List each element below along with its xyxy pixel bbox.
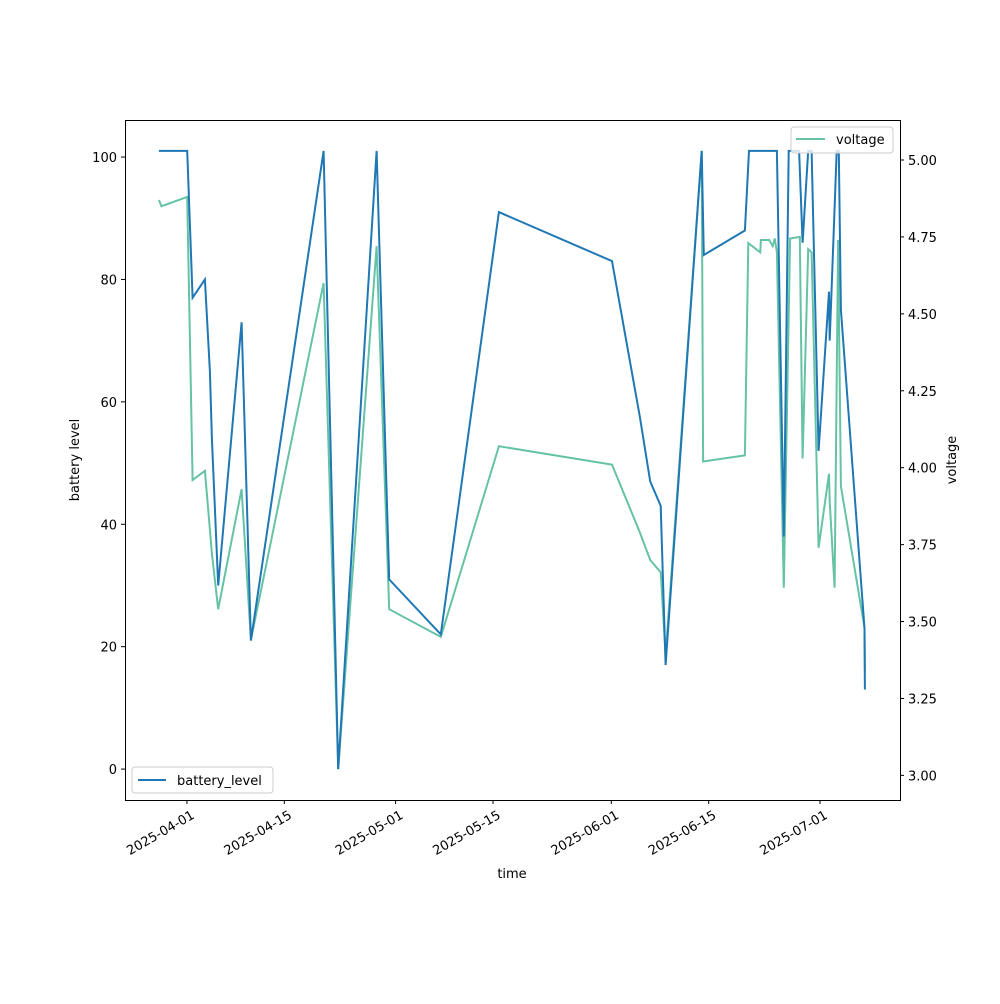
y2-tick-label: 4.75	[908, 231, 937, 246]
y-tick-label: 80	[100, 273, 117, 288]
x-tick-label: 2025-05-01	[333, 808, 406, 859]
y-tick-label: 60	[100, 396, 117, 411]
y-tick-label: 0	[109, 763, 117, 778]
x-tick-label: 2025-04-01	[124, 808, 197, 859]
x-tick-label: 2025-05-15	[430, 808, 503, 859]
legend-label-battery: battery_level	[177, 774, 262, 789]
y2-tick-label: 4.00	[908, 462, 937, 477]
series-line-battery-level	[158, 149, 866, 770]
x-tick-label: 2025-07-01	[757, 808, 830, 859]
y2-tick-label: 3.00	[908, 769, 937, 784]
y-tick-label: 20	[100, 641, 117, 656]
x-tick-label: 2025-06-01	[549, 808, 622, 859]
legend-label-voltage: voltage	[836, 133, 885, 148]
y2-tick-label: 5.00	[908, 154, 937, 169]
x-axis-label: time	[497, 867, 526, 882]
y-axis-right: 3.00 3.25 3.50 3.75 4.00 4.25 4.50 4.75 5.00	[900, 154, 937, 784]
y-tick-label: 100	[92, 151, 117, 166]
y2-tick-label: 4.50	[908, 308, 937, 323]
x-axis: 2025-04-01 2025-04-15 2025-05-01 2025-05-15…	[124, 800, 830, 859]
plot-frame	[125, 120, 901, 801]
y-tick-label: 40	[100, 518, 117, 533]
legend-battery-level: battery_level	[131, 766, 274, 794]
y-axis-label: battery level	[68, 419, 83, 502]
y2-tick-label: 3.50	[908, 616, 937, 631]
x-tick-label: 2025-06-15	[646, 808, 719, 859]
y2-tick-label: 4.25	[908, 385, 937, 400]
x-tick-label: 2025-04-15	[222, 808, 295, 859]
legend-voltage: voltage	[790, 126, 894, 154]
y2-tick-label: 3.25	[908, 692, 937, 707]
series-layer	[157, 149, 866, 770]
series-line-voltage	[157, 150, 866, 770]
y2-tick-label: 3.75	[908, 539, 937, 554]
y2-axis-label: voltage	[945, 436, 960, 485]
y-axis-left: 0 20 40 60 80 100	[92, 151, 125, 778]
